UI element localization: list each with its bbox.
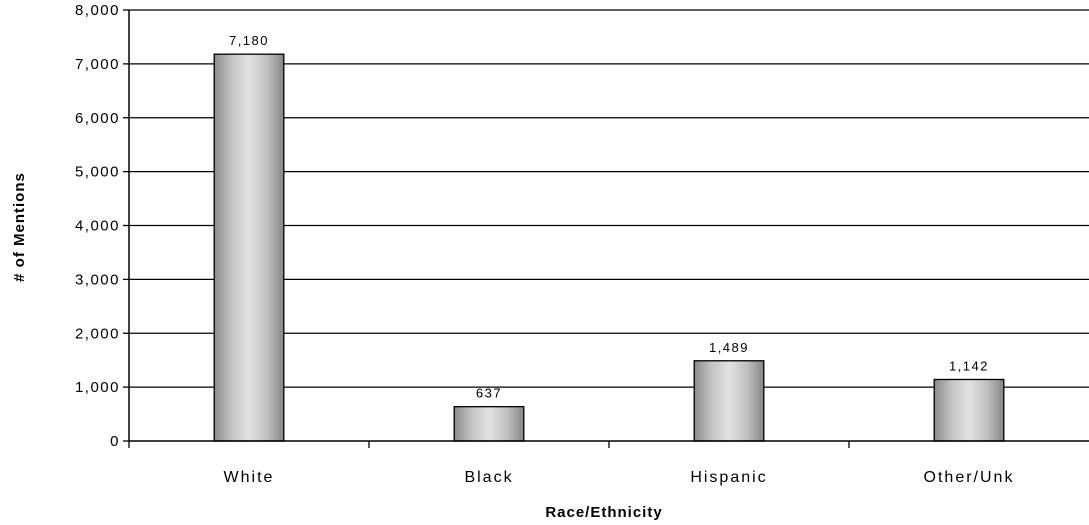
y-tick-label: 2,000: [75, 325, 120, 342]
bar-black: [454, 407, 524, 441]
bar-white: [214, 54, 284, 441]
bar-other-unk: [934, 379, 1004, 441]
x-category-label: Other/Unk: [924, 469, 1015, 486]
data-label: 1,142: [949, 358, 989, 373]
data-label: 637: [476, 386, 502, 401]
data-label: 1,489: [709, 340, 749, 355]
y-tick-label: 8,000: [75, 2, 120, 19]
y-tick-label: 4,000: [75, 218, 120, 235]
x-category-label: Hispanic: [690, 469, 767, 486]
y-tick-label: 5,000: [75, 164, 120, 181]
y-tick-label: 0: [110, 433, 120, 450]
bars: [214, 54, 1004, 441]
y-tick-label: 7,000: [75, 56, 120, 73]
y-axis-title: # of Mentions: [11, 172, 28, 282]
x-category-label: White: [224, 469, 275, 486]
bar-hispanic: [694, 361, 764, 441]
y-tick-label: 3,000: [75, 271, 120, 288]
x-axis-title: Race/Ethnicity: [545, 504, 662, 521]
x-category-label: Black: [464, 469, 513, 486]
y-tick-label: 6,000: [75, 110, 120, 127]
data-label: 7,180: [229, 33, 269, 48]
y-tick-label: 1,000: [75, 379, 120, 396]
